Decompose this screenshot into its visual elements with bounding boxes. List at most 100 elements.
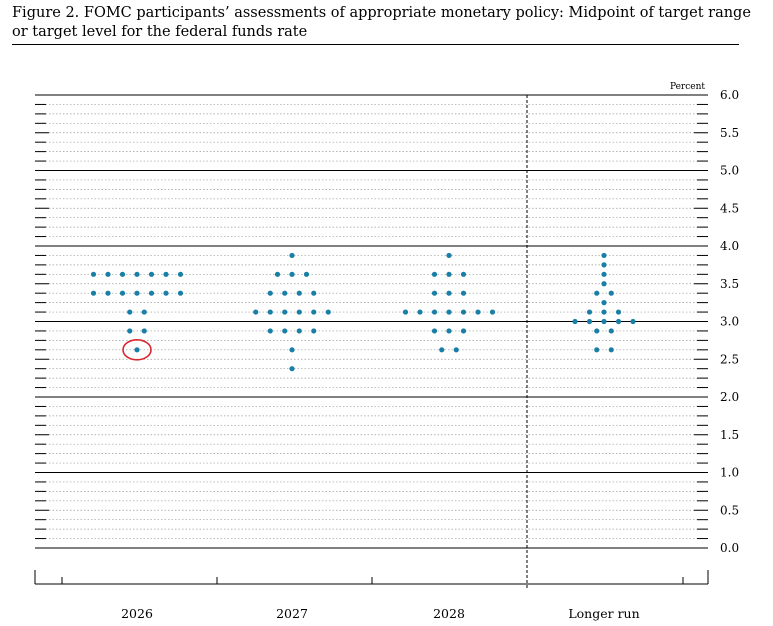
participant-dot <box>431 309 438 315</box>
y-tick-label: 2.5 <box>720 352 739 366</box>
participant-dot <box>105 271 111 277</box>
participant-dot <box>253 309 259 315</box>
participant-dot <box>431 271 438 277</box>
y-tick-label: 2.0 <box>720 390 739 404</box>
participant-dot <box>572 318 578 325</box>
participant-dot <box>439 347 445 353</box>
participant-dot <box>177 271 184 277</box>
participant-dot <box>608 290 614 296</box>
participant-dot <box>601 271 607 277</box>
participant-dot <box>594 328 600 334</box>
participant-dot <box>615 309 622 315</box>
x-category-label: 2028 <box>433 606 465 621</box>
participant-dot <box>460 309 467 315</box>
participant-dot <box>282 309 288 315</box>
participant-dot <box>431 328 438 334</box>
participant-dot <box>431 290 438 296</box>
participant-dot <box>630 318 636 325</box>
participant-dot <box>134 271 140 277</box>
participant-dot <box>311 290 317 296</box>
participant-dot <box>446 252 452 259</box>
label-layer: 6.0 5.5 5.0 4.5 4.0 3.5 3.0 2.5 2.0 1.5 1.0 0.5 0.0 2… <box>121 88 739 621</box>
y-tick-label: 0.5 <box>720 503 739 517</box>
participant-dot <box>267 328 273 334</box>
frame-layer <box>34 95 709 588</box>
participant-dot <box>289 252 295 259</box>
participant-dot <box>586 309 593 315</box>
participant-dot <box>119 290 126 296</box>
participant-dot <box>601 300 607 306</box>
participant-dot <box>163 271 169 277</box>
x-category-label: Longer run <box>568 606 639 621</box>
participant-dot <box>296 290 302 296</box>
y-tick-label: 5.5 <box>720 126 739 140</box>
participant-dot <box>282 290 288 296</box>
participant-dot <box>163 290 169 296</box>
participant-dot <box>594 290 600 296</box>
y-tick-label: 1.0 <box>720 466 739 480</box>
participant-dot <box>608 347 614 353</box>
participant-dot <box>311 309 317 315</box>
participant-dot <box>601 252 607 259</box>
participant-dot <box>296 309 302 315</box>
participant-dot <box>601 318 607 325</box>
participant-dot <box>601 309 607 315</box>
participant-dot <box>475 309 481 315</box>
participant-dot <box>289 271 295 277</box>
participant-dot <box>289 347 295 353</box>
y-tick-label: 0.0 <box>720 541 739 555</box>
participant-dot <box>90 290 97 296</box>
y-unit-label: Percent <box>670 82 705 92</box>
participant-dot <box>134 290 140 296</box>
y-tick-label: 3.0 <box>720 315 739 329</box>
participant-dot <box>148 271 155 277</box>
participant-dot <box>141 328 147 334</box>
participant-dot <box>148 290 155 296</box>
participant-dot <box>489 309 496 315</box>
participant-dot <box>119 271 126 277</box>
dot-layer <box>90 252 636 372</box>
grid-layer <box>35 94 708 549</box>
participant-dot <box>586 318 593 325</box>
participant-dot <box>608 328 614 334</box>
chart-title: Figure 2. FOMC participants’ assessments… <box>12 5 751 40</box>
participant-dot <box>141 309 147 315</box>
participant-dot <box>446 290 452 296</box>
participant-dot <box>90 271 97 277</box>
highlight-circle <box>122 339 152 361</box>
participant-dot <box>296 328 302 334</box>
x-category-label: 2027 <box>276 606 308 621</box>
participant-dot <box>267 309 273 315</box>
y-tick-label: 6.0 <box>720 88 739 102</box>
participant-dot <box>601 262 607 268</box>
participant-dot <box>446 309 452 315</box>
y-tick-label: 4.5 <box>720 201 739 215</box>
x-category-label: 2026 <box>121 606 153 621</box>
participant-dot <box>417 309 423 315</box>
participant-dot <box>446 328 452 334</box>
participant-dot <box>303 271 310 277</box>
participant-dot <box>325 309 331 315</box>
participant-dot <box>127 309 133 315</box>
participant-dot <box>460 290 467 296</box>
participant-dot <box>134 347 140 353</box>
participant-dot <box>460 271 467 277</box>
participant-dot <box>615 318 622 325</box>
participant-dot <box>127 328 133 334</box>
participant-dot <box>402 309 409 315</box>
participant-dot <box>274 271 281 277</box>
y-tick-label: 4.0 <box>720 239 739 253</box>
participant-dot <box>267 290 273 296</box>
participant-dot <box>289 366 295 372</box>
participant-dot <box>105 290 111 296</box>
title-rule <box>12 44 739 45</box>
y-tick-label: 5.0 <box>720 164 739 178</box>
participant-dot <box>460 328 467 334</box>
participant-dot <box>177 290 184 296</box>
participant-dot <box>594 347 600 353</box>
participant-dot <box>311 328 317 334</box>
participant-dot <box>282 328 288 334</box>
participant-dot <box>453 347 459 353</box>
y-tick-label: 1.5 <box>720 428 739 442</box>
